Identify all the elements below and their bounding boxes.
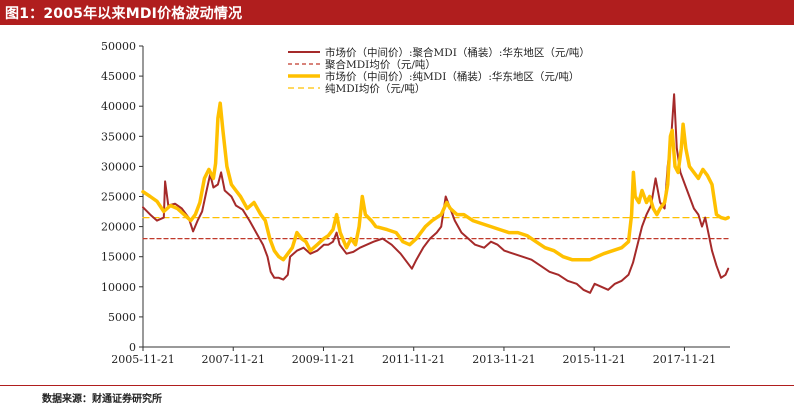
y-tick-label: 15000: [101, 251, 136, 264]
x-tick-label: 2017-11-21: [653, 353, 716, 366]
y-tick-label: 10000: [101, 281, 136, 294]
x-tick-label: 2005-11-21: [111, 353, 174, 366]
y-tick-label: 30000: [101, 160, 136, 173]
x-tick-label: 2007-11-21: [202, 353, 265, 366]
y-tick-label: 25000: [101, 191, 136, 204]
y-tick-label: 40000: [101, 100, 136, 113]
legend-label-polymeric: 市场价（中间价）:聚合MDI（桶装）:华东地区（元/吨）: [325, 46, 590, 59]
title-bar: 图1：2005年以来MDI价格波动情况: [0, 0, 794, 25]
y-tick-label: 35000: [101, 130, 136, 143]
legend-label-pure-average: 纯MDI均价（元/吨）: [325, 82, 425, 95]
x-tick-label: 2015-11-21: [562, 353, 625, 366]
legend-label-polymeric-average: 聚合MDI均价（元/吨）: [325, 58, 436, 71]
plot-area: 0 5000 10000 15000 20000 25000 30000 35000 40000…: [101, 40, 731, 366]
y-tick-label: 5000: [108, 311, 136, 324]
footer-divider: [0, 385, 794, 386]
legend: 市场价（中间价）:聚合MDI（桶装）:华东地区（元/吨） 聚合MDI均价（元/吨…: [288, 46, 590, 95]
x-tick-label: 2011-11-21: [382, 353, 445, 366]
x-tick-label: 2013-11-21: [472, 353, 535, 366]
y-tick-label: 50000: [101, 40, 136, 53]
page-title: 图1：2005年以来MDI价格波动情况: [5, 6, 243, 22]
chart: 0 5000 10000 15000 20000 25000 30000 35000 40000…: [101, 40, 731, 366]
series-line-pure-mdi: [141, 101, 730, 262]
y-tick-label: 45000: [101, 70, 136, 83]
legend-label-pure: 市场价（中间价）:纯MDI（桶装）:华东地区（元/吨）: [325, 70, 579, 83]
x-tick-label: 2009-11-21: [292, 353, 355, 366]
y-tick-label: 20000: [101, 221, 136, 234]
y-tick-label: 0: [129, 341, 136, 354]
source-note: 数据来源：财通证券研究所: [42, 394, 162, 405]
